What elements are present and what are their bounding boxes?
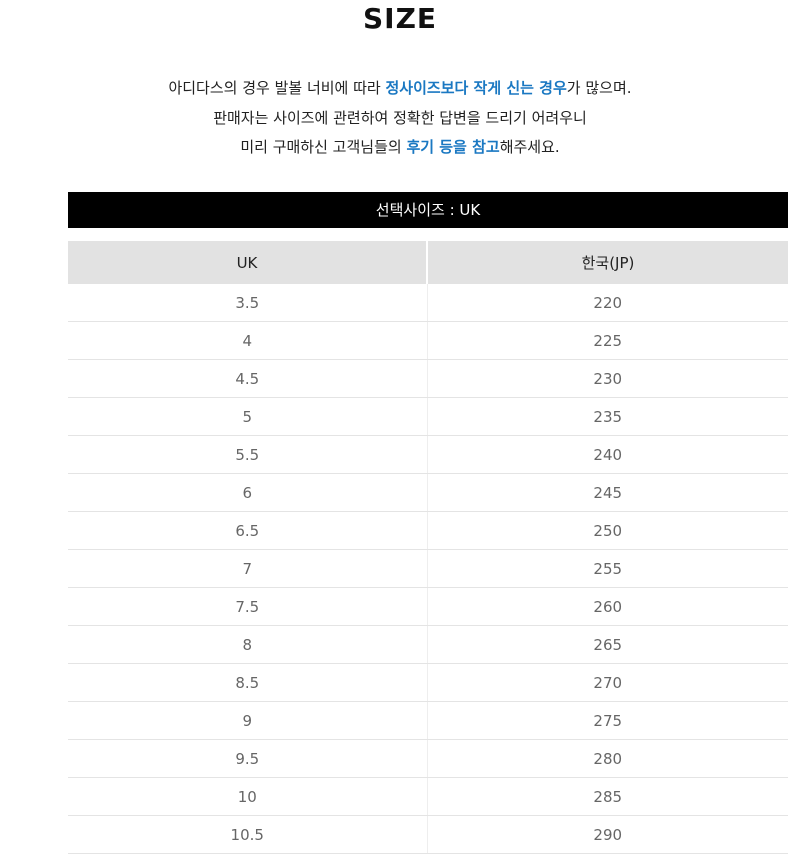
header-kr-jp: 한국(JP): [427, 241, 788, 284]
kr-size-cell: 260: [427, 587, 788, 626]
table-row: 8.5 270: [68, 663, 788, 702]
size-notice: 아디다스의 경우 발볼 너비에 따라 정사이즈보다 작게 신는 경우가 많으며.…: [0, 74, 800, 163]
notice-line-1: 아디다스의 경우 발볼 너비에 따라 정사이즈보다 작게 신는 경우가 많으며.: [0, 74, 800, 104]
uk-size-cell: 9: [68, 701, 428, 740]
uk-size-cell: 7.5: [68, 587, 428, 626]
table-row: 4.5 230: [68, 359, 788, 398]
uk-size-cell: 6.5: [68, 511, 428, 550]
uk-size-cell: 10.5: [68, 815, 428, 854]
uk-size-cell: 10: [68, 777, 428, 816]
notice-text: 해주세요.: [499, 138, 560, 156]
kr-size-cell: 270: [427, 663, 788, 702]
notice-text: 미리 구매하신 고객님들의: [240, 138, 407, 156]
uk-size-cell: 6: [68, 473, 428, 512]
uk-size-cell: 8: [68, 625, 428, 664]
highlighted-text: 정사이즈보다 작게 신는 경우: [385, 79, 567, 97]
table-row: 7.5 260: [68, 587, 788, 626]
table-row: 3.5 220: [68, 284, 788, 322]
table-row: 9 275: [68, 701, 788, 740]
kr-size-cell: 285: [427, 777, 788, 816]
kr-size-cell: 280: [427, 739, 788, 778]
kr-size-cell: 220: [427, 284, 788, 322]
kr-size-cell: 265: [427, 625, 788, 664]
uk-size-cell: 4: [68, 321, 428, 360]
table-row: 8 265: [68, 625, 788, 664]
kr-size-cell: 230: [427, 359, 788, 398]
notice-text: 아디다스의 경우 발볼 너비에 따라: [168, 79, 386, 97]
notice-text: 판매자는 사이즈에 관련하여 정확한 답변을 드리기 어려우니: [213, 108, 587, 127]
table-row: 6.5 250: [68, 511, 788, 550]
table-row: 5.5 240: [68, 435, 788, 474]
table-row: 10 285: [68, 777, 788, 816]
uk-size-cell: 9.5: [68, 739, 428, 778]
uk-size-cell: 4.5: [68, 359, 428, 398]
kr-size-cell: 225: [427, 321, 788, 360]
page-title: SIZE: [362, 2, 437, 35]
kr-size-cell: 255: [427, 549, 788, 588]
notice-line-2: 판매자는 사이즈에 관련하여 정확한 답변을 드리기 어려우니: [0, 104, 800, 134]
notice-line-3: 미리 구매하신 고객님들의 후기 등을 참고해주세요.: [0, 133, 800, 163]
kr-size-cell: 245: [427, 473, 788, 512]
uk-size-cell: 3.5: [68, 284, 428, 322]
table-row: 10.5 290: [68, 815, 788, 854]
kr-size-cell: 290: [427, 815, 788, 854]
header-uk: UK: [68, 241, 428, 284]
uk-size-cell: 5.5: [68, 435, 428, 474]
kr-size-cell: 275: [427, 701, 788, 740]
notice-text: 가 많으며.: [566, 79, 632, 97]
table-row: 7 255: [68, 549, 788, 588]
kr-size-cell: 250: [427, 511, 788, 550]
uk-size-cell: 8.5: [68, 663, 428, 702]
size-table: UK 한국(JP) 3.5 220 4 225 4.5 230 5 235 5.5 240 6 245…: [68, 241, 788, 854]
kr-size-cell: 240: [427, 435, 788, 474]
table-row: 5 235: [68, 397, 788, 436]
table-row: 9.5 280: [68, 739, 788, 778]
uk-size-cell: 5: [68, 397, 428, 436]
table-row: 6 245: [68, 473, 788, 512]
selected-size-bar: 선택사이즈 : UK: [68, 192, 788, 228]
uk-size-cell: 7: [68, 549, 428, 588]
highlighted-text: 후기 등을 참고: [406, 138, 500, 156]
kr-size-cell: 235: [427, 397, 788, 436]
table-row: 4 225: [68, 321, 788, 360]
table-header-row: UK 한국(JP): [68, 241, 788, 284]
